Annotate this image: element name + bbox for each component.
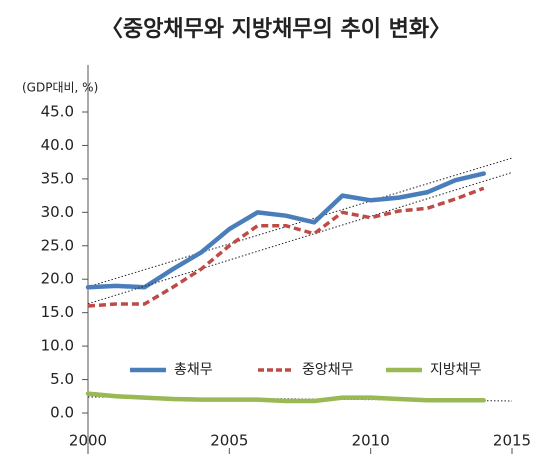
y-axis-label: (GDP대비, %) <box>22 81 98 95</box>
y-tick-label: 45.0 <box>41 103 74 121</box>
y-tick-label: 0.0 <box>50 404 74 422</box>
y-tick-label: 15.0 <box>41 303 74 321</box>
y-tick-label: 5.0 <box>50 370 74 388</box>
y-tick-label: 30.0 <box>41 203 74 221</box>
x-tick-label: 2010 <box>352 432 390 450</box>
y-tick-label: 25.0 <box>41 236 74 254</box>
x-tick-label: 2015 <box>493 432 531 450</box>
legend-label: 지방채무 <box>430 362 482 378</box>
trendline <box>87 172 513 305</box>
legend-label: 총채무 <box>174 362 213 378</box>
chart-title: 〈중앙채무와 지방채무의 추이 변화〉 <box>101 17 451 42</box>
trendline <box>87 157 513 288</box>
y-tick-label: 35.0 <box>41 169 74 187</box>
y-tick-label: 20.0 <box>41 270 74 288</box>
legend-label: 중앙채무 <box>302 362 354 378</box>
series-line <box>85 391 486 404</box>
x-tick-label: 2000 <box>69 432 107 450</box>
series-line <box>85 171 486 290</box>
y-tick-label: 40.0 <box>41 136 74 154</box>
x-tick-label: 2005 <box>210 432 248 450</box>
y-tick-label: 10.0 <box>41 337 74 355</box>
series-line <box>87 186 485 308</box>
